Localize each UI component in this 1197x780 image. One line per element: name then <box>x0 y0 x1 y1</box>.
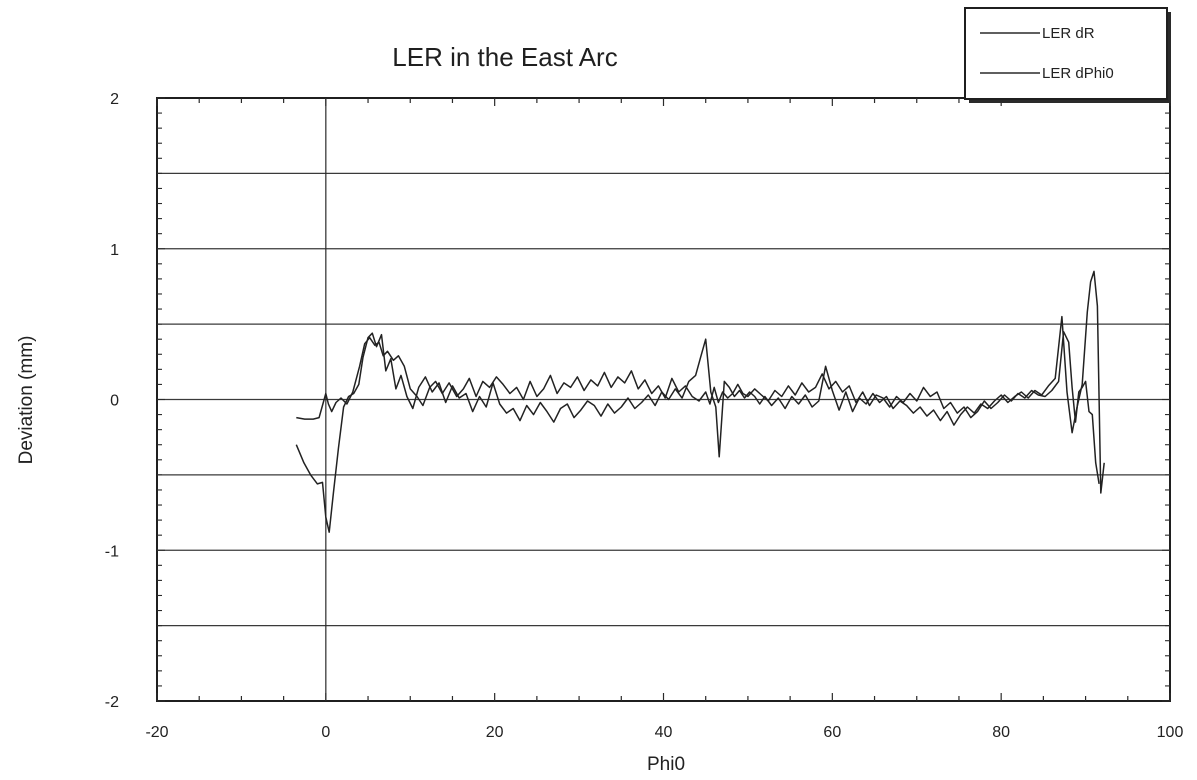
series-group <box>295 270 1105 533</box>
x-tick-label: -20 <box>145 724 168 741</box>
legend-label-dphi0: LER dPhi0 <box>1042 65 1114 82</box>
chart-title: LER in the East Arc <box>392 42 617 72</box>
y-tick-label: 1 <box>110 242 119 259</box>
series-line-ler-dphi0 <box>295 270 1105 533</box>
legend: LER dR LER dPhi0 <box>964 7 1171 103</box>
series-line-ler-dr <box>296 330 1100 485</box>
y-tick-label: 2 <box>110 91 119 108</box>
y-tick-label: 0 <box>110 393 119 410</box>
legend-label-dr: LER dR <box>1042 25 1095 42</box>
y-axis-label: Deviation (mm) <box>16 336 37 465</box>
legend-box <box>964 7 1168 100</box>
y-tick-label: -1 <box>105 543 119 560</box>
y-tick-label: -2 <box>105 694 119 711</box>
tick-labels: -20 0 20 40 60 80 100 2 1 0 -1 -2 <box>105 91 1184 741</box>
x-tick-label: 100 <box>1157 724 1184 741</box>
x-tick-label: 20 <box>486 724 504 741</box>
x-tick-label: 40 <box>655 724 673 741</box>
x-axis-label: Phi0 <box>647 754 685 775</box>
x-tick-label: 80 <box>992 724 1010 741</box>
x-tick-label: 0 <box>321 724 330 741</box>
x-tick-label: 60 <box>823 724 841 741</box>
minor-ticks <box>156 97 1171 702</box>
